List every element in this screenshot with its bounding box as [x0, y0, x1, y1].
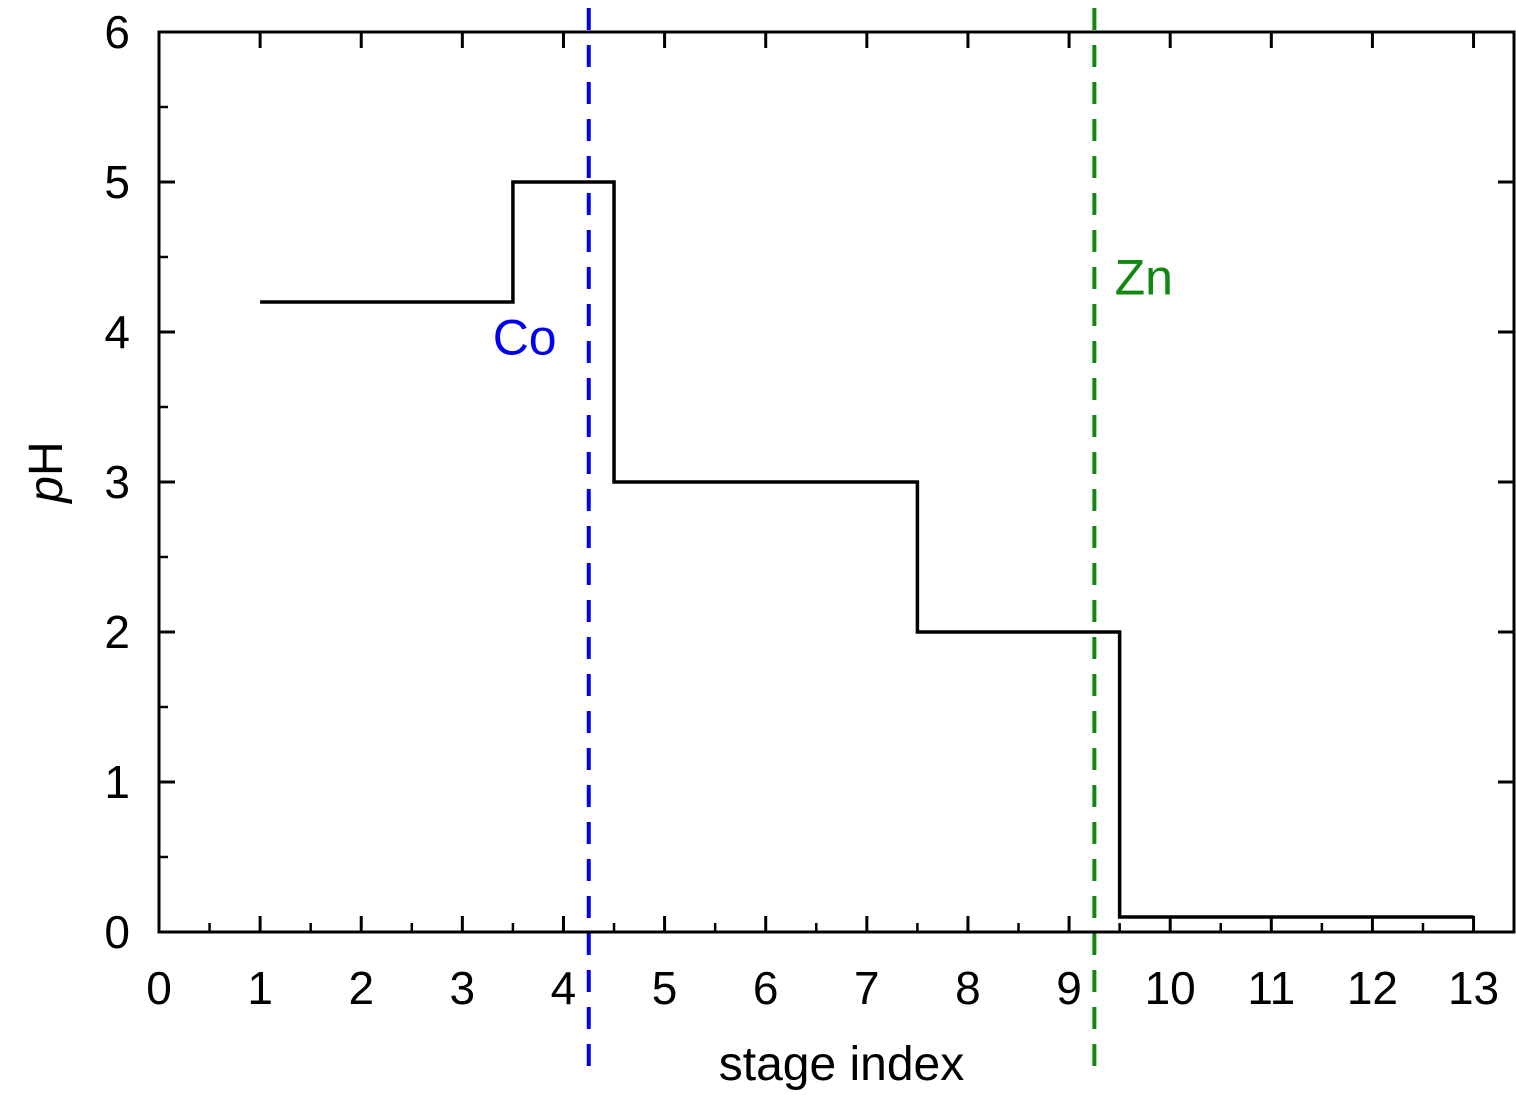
reference-lines: Co Zn — [493, 8, 1173, 1075]
y-tick-label: 0 — [104, 906, 130, 958]
x-tick-label: 13 — [1448, 962, 1499, 1014]
x-tick-label: 10 — [1145, 962, 1196, 1014]
y-tick-label: 2 — [104, 606, 130, 658]
x-tick-label: 7 — [854, 962, 880, 1014]
x-axis-label: stage index — [719, 1038, 965, 1091]
series-line-0 — [260, 180, 1474, 919]
x-tick-label: 6 — [753, 962, 779, 1014]
reference-label-zn: Zn — [1115, 250, 1173, 306]
y-tick-label: 4 — [104, 306, 130, 358]
x-tick-label: 8 — [955, 962, 981, 1014]
x-tick-label: 3 — [450, 962, 476, 1014]
x-tick-label: 12 — [1347, 962, 1398, 1014]
y-axis-label: pH — [20, 441, 73, 504]
x-tick-label: 2 — [348, 962, 374, 1014]
series-layer — [260, 180, 1474, 919]
reference-label-co: Co — [493, 310, 557, 366]
x-tick-label: 1 — [247, 962, 273, 1014]
labels: stage index pH — [20, 441, 964, 1091]
x-tick-label: 4 — [551, 962, 577, 1014]
y-tick-label: 6 — [104, 6, 130, 58]
x-tick-label: 0 — [146, 962, 172, 1014]
x-tick-label: 9 — [1056, 962, 1082, 1014]
x-tick-label: 11 — [1247, 962, 1295, 1014]
y-tick-label: 5 — [104, 156, 130, 208]
y-axis-label-italic: p — [20, 476, 73, 505]
x-tick-label: 5 — [652, 962, 678, 1014]
y-tick-label: 1 — [104, 756, 130, 808]
y-tick-label: 3 — [104, 456, 130, 508]
y-axis-label-rest: H — [20, 441, 73, 476]
